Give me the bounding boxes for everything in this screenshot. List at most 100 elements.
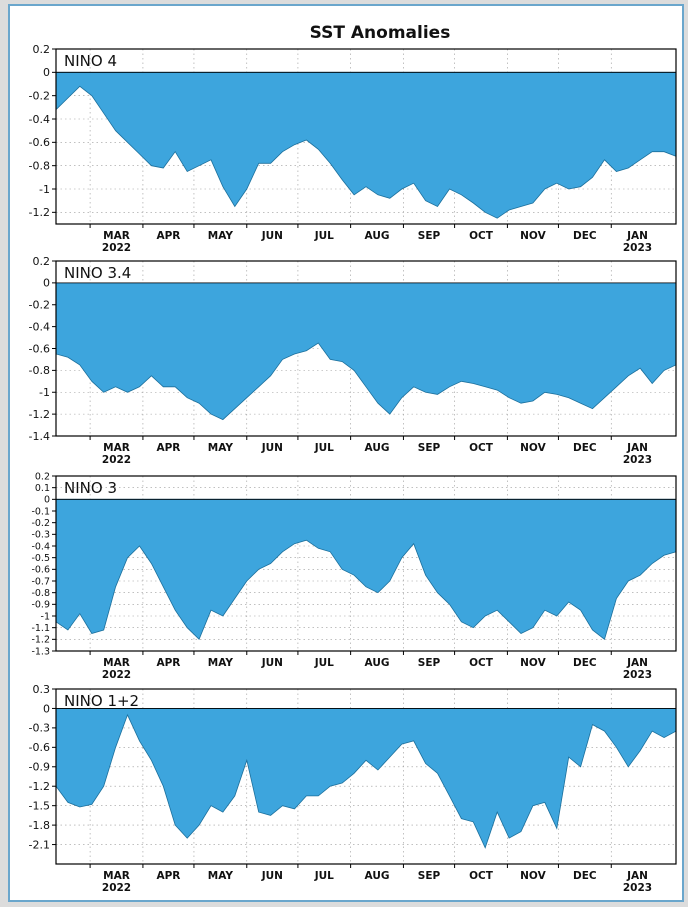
y-tick-label: -0.7: [31, 576, 50, 587]
x-month-label: JAN: [626, 442, 648, 454]
y-tick-label: 0: [44, 495, 50, 506]
x-year-label: 2023: [623, 882, 652, 894]
y-tick-label: -1.1: [31, 623, 50, 634]
y-tick-label: -1.2: [29, 408, 50, 421]
x-month-label: AUG: [365, 870, 390, 882]
x-month-label: NOV: [520, 870, 546, 882]
y-tick-label: -1.5: [29, 800, 50, 813]
panel-title: NINO 4: [64, 52, 117, 70]
x-month-label: AUG: [365, 657, 390, 669]
x-month-label: AUG: [365, 230, 390, 242]
x-month-label: DEC: [573, 870, 597, 882]
y-tick-label: 0.3: [33, 683, 51, 696]
x-month-label: OCT: [469, 442, 494, 454]
plot-frame: [55, 688, 677, 865]
anomaly-area: [55, 498, 677, 641]
x-month-label: APR: [156, 657, 180, 669]
x-year-label: 2023: [623, 242, 652, 254]
anomaly-area: [55, 71, 677, 219]
y-tick-label: -0.3: [31, 530, 50, 541]
x-month-label: MAR: [103, 230, 130, 242]
x-month-label: OCT: [469, 230, 494, 242]
panel-title: NINO 1+2: [64, 692, 139, 710]
y-tick-label: -1.4: [29, 430, 50, 443]
y-tick-label: -0.6: [29, 741, 50, 754]
y-tick-label: 0: [43, 277, 50, 290]
x-month-label: JUL: [314, 442, 334, 454]
y-tick-label: -1.2: [29, 206, 50, 219]
x-month-label: APR: [156, 870, 180, 882]
y-tick-label: -2.1: [29, 838, 50, 851]
x-month-label: SEP: [418, 870, 441, 882]
y-tick-label: -0.6: [29, 136, 50, 149]
x-month-label: JUN: [261, 870, 283, 882]
x-month-label: OCT: [469, 657, 494, 669]
x-month-label: JUL: [314, 230, 334, 242]
y-tick-label: -0.2: [29, 90, 50, 103]
x-month-label: SEP: [418, 442, 441, 454]
x-month-label: MAR: [103, 442, 130, 454]
y-tick-label: -0.2: [29, 299, 50, 312]
x-month-label: JUN: [261, 230, 283, 242]
sst-anomalies-figure: SST Anomalies 0.2 0 -0.2 -0.4 -0.6 -0.8 -1 -1.2…: [29, 23, 677, 894]
x-month-label: MAY: [208, 230, 234, 242]
x-month-label: DEC: [573, 230, 597, 242]
x-year-label: 2022: [102, 882, 131, 894]
x-month-label: NOV: [520, 657, 546, 669]
plot-frame: [55, 475, 677, 652]
x-month-label: JAN: [626, 870, 648, 882]
y-tick-label: -1.8: [29, 819, 50, 832]
y-tick-label: 0: [43, 66, 50, 79]
x-month-label: MAY: [208, 657, 234, 669]
x-month-label: SEP: [418, 230, 441, 242]
y-tick-label: -0.4: [29, 320, 50, 333]
y-tick-label: -0.8: [29, 160, 50, 173]
y-tick-label: 0.2: [33, 255, 51, 268]
x-month-label: JUN: [261, 442, 283, 454]
x-year-label: 2022: [102, 242, 131, 254]
y-tick-label: -0.8: [31, 588, 50, 599]
chart-panel: 0.20.10-0.1-0.2-0.3-0.4-0.5-0.6-0.7-0.8-…: [31, 471, 677, 681]
y-tick-label: -0.6: [31, 565, 50, 576]
y-tick-label: -0.8: [29, 364, 50, 377]
panel-title: NINO 3.4: [64, 264, 131, 282]
x-month-label: MAR: [103, 657, 130, 669]
x-year-label: 2023: [623, 454, 652, 466]
x-month-label: NOV: [520, 230, 546, 242]
y-tick-label: 0.2: [33, 43, 51, 56]
y-tick-label: 0.1: [35, 483, 50, 494]
y-tick-label: -1: [39, 183, 50, 196]
y-tick-label: -1.3: [31, 646, 50, 657]
y-tick-label: -0.3: [29, 722, 50, 735]
y-tick-label: -0.1: [31, 506, 50, 517]
x-month-label: OCT: [469, 870, 494, 882]
x-month-label: MAY: [208, 442, 234, 454]
y-tick-label: -0.4: [29, 113, 50, 126]
x-month-label: DEC: [573, 442, 597, 454]
x-month-label: JAN: [626, 230, 648, 242]
figure-sheet: SST Anomalies 0.2 0 -0.2 -0.4 -0.6 -0.8 -1 -1.2…: [8, 4, 684, 902]
y-tick-label: -0.6: [29, 342, 50, 355]
y-tick-label: -0.2: [31, 518, 50, 529]
anomaly-area: [55, 282, 677, 421]
x-month-label: SEP: [418, 657, 441, 669]
panel-title: NINO 3: [64, 479, 117, 497]
x-month-label: JUL: [314, 657, 334, 669]
y-tick-label: -1: [39, 386, 50, 399]
x-month-label: APR: [156, 230, 180, 242]
y-tick-label: -1.2: [31, 635, 50, 646]
y-tick-label: -0.9: [31, 600, 50, 611]
y-tick-label: -1.2: [29, 780, 50, 793]
figure-title: SST Anomalies: [310, 23, 451, 43]
y-tick-label: -1: [41, 611, 50, 622]
y-tick-label: -0.5: [31, 553, 50, 564]
y-tick-label: -0.4: [31, 541, 50, 552]
x-month-label: JUL: [314, 870, 334, 882]
x-month-label: NOV: [520, 442, 546, 454]
x-month-label: APR: [156, 442, 180, 454]
y-tick-label: 0.2: [35, 471, 50, 482]
x-month-label: MAR: [103, 870, 130, 882]
